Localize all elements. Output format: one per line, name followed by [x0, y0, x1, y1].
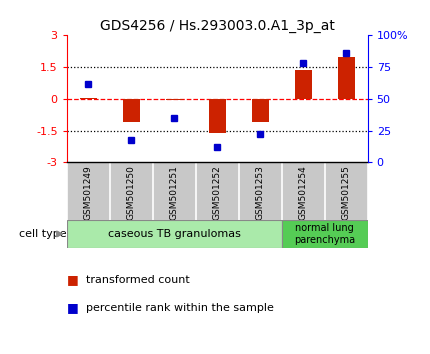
Title: GDS4256 / Hs.293003.0.A1_3p_at: GDS4256 / Hs.293003.0.A1_3p_at [100, 19, 335, 33]
Text: GSM501249: GSM501249 [84, 165, 92, 220]
Text: GSM501255: GSM501255 [342, 165, 350, 220]
Bar [295, 70, 312, 99]
Text: percentile rank within the sample: percentile rank within the sample [86, 303, 274, 313]
Text: GSM501254: GSM501254 [299, 165, 307, 220]
Text: caseous TB granulomas: caseous TB granulomas [108, 229, 241, 239]
Bar [282, 220, 368, 248]
Bar [166, 99, 183, 100]
Bar [123, 99, 140, 122]
Text: ■: ■ [67, 273, 83, 286]
Bar [209, 99, 226, 133]
Text: GSM501251: GSM501251 [170, 165, 178, 220]
Text: transformed count: transformed count [86, 275, 190, 285]
Text: cell type: cell type [19, 229, 67, 239]
Text: ■: ■ [67, 302, 83, 314]
Bar [80, 98, 97, 99]
Text: GSM501253: GSM501253 [256, 165, 264, 220]
Text: normal lung
parenchyma: normal lung parenchyma [294, 223, 355, 245]
Text: GSM501252: GSM501252 [213, 165, 221, 220]
Bar [67, 220, 282, 248]
Text: GSM501250: GSM501250 [127, 165, 135, 220]
Bar [338, 57, 355, 99]
Bar [252, 99, 269, 122]
